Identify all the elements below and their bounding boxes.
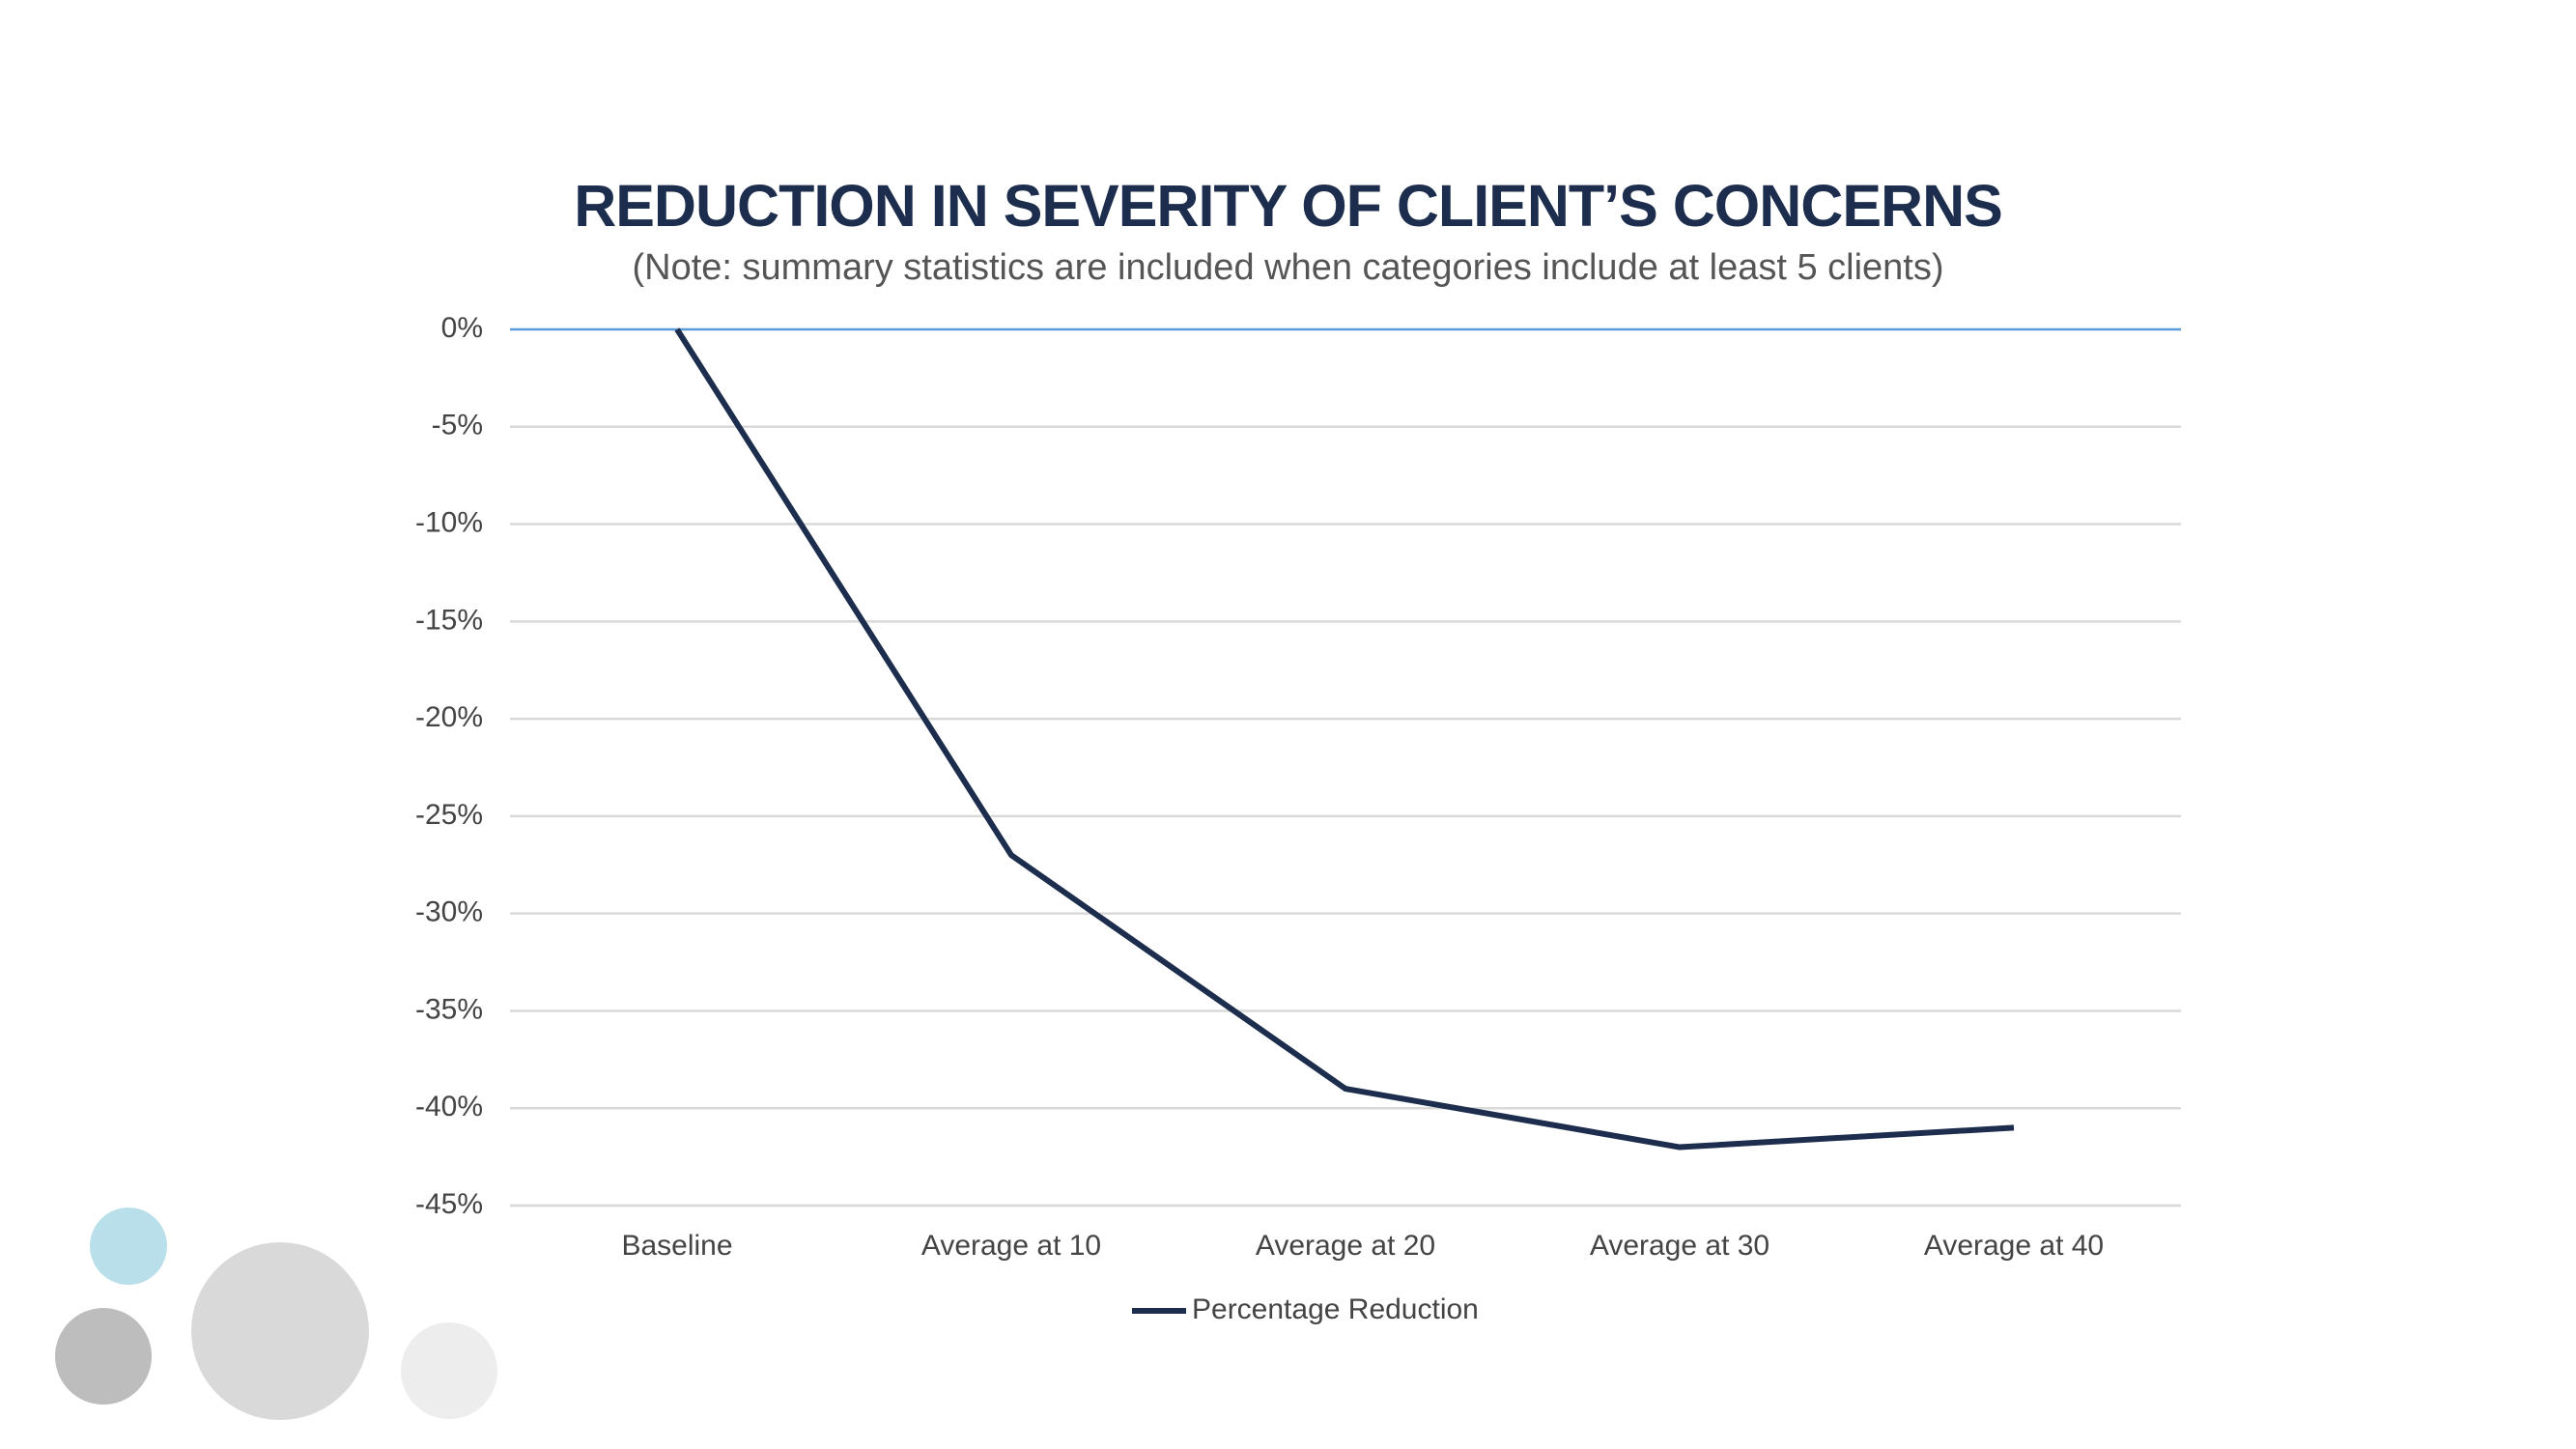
y-tick-label: -15% [415,604,483,636]
decor-circle-light-gray [401,1322,497,1419]
x-tick-label: Average at 30 [1590,1230,1769,1262]
decor-circle-dark-gray [55,1308,152,1405]
y-tick-label: -35% [415,993,483,1025]
decor-circle-blue [90,1208,167,1285]
legend: Percentage Reduction [1132,1293,1479,1325]
x-tick-label: Average at 20 [1256,1230,1435,1262]
x-tick-label: Baseline [621,1230,732,1262]
decor-circle-large-gray [191,1242,369,1420]
chart-title: REDUCTION IN SEVERITY OF CLIENT’S CONCER… [574,173,2003,239]
y-axis-ticks: 0% -5% -10% -15% -20% -25% -30% -35% -40% -45% [415,312,483,1220]
x-axis-ticks: Baseline Average at 10 Average at 20 Averag… [621,1230,2104,1262]
y-tick-label: -30% [415,896,483,928]
y-tick-label: -10% [415,506,483,538]
y-tick-label: -45% [415,1188,483,1220]
y-tick-label: 0% [441,312,483,344]
y-tick-label: -40% [415,1091,483,1122]
x-tick-label: Average at 40 [1924,1230,2104,1262]
decorative-circles [55,1208,497,1420]
legend-label-percentage-reduction: Percentage Reduction [1192,1293,1479,1325]
series-line-percentage-reduction [674,327,2015,1151]
y-tick-label: -25% [415,799,483,831]
x-tick-label: Average at 10 [921,1230,1101,1262]
y-tick-label: -20% [415,701,483,733]
series-layer [674,327,2015,1151]
chart-subtitle: (Note: summary statistics are included w… [632,247,1944,288]
gridlines [510,327,2181,1208]
y-tick-label: -5% [432,410,483,441]
